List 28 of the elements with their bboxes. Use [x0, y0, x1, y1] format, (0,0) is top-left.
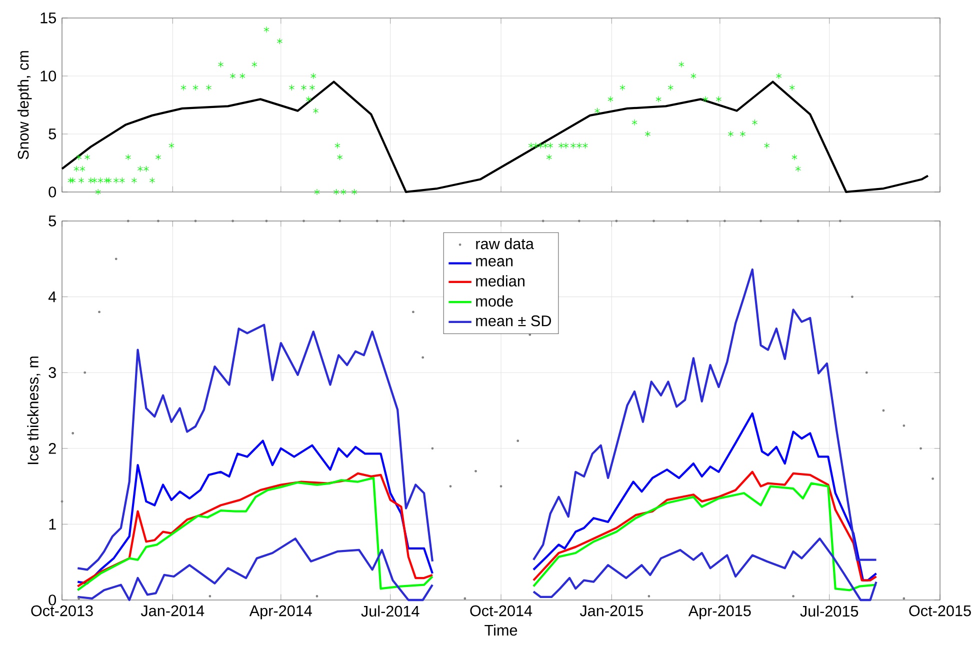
y-axis-title: Ice thickness, m — [27, 356, 40, 464]
x-tick-label: Jul-2014 — [361, 605, 420, 617]
y-tick-label: 2 — [48, 443, 56, 454]
x-tick-label: Oct-2014 — [470, 605, 532, 616]
y-tick-label: 3 — [48, 367, 56, 378]
x-axis-title: Time — [484, 624, 518, 636]
x-tick-label: Jan-2014 — [140, 605, 204, 616]
y-tick-label: 5 — [48, 216, 56, 226]
legend-label: median — [476, 275, 524, 287]
x-tick-label: Jul-2015 — [800, 605, 858, 617]
y-tick-label: 15 — [40, 12, 56, 24]
x-tick-label: Oct-2013 — [31, 605, 93, 616]
legend-label: mode — [476, 295, 513, 307]
x-tick-label: Apr-2014 — [249, 605, 312, 620]
y-tick-label: 10 — [40, 70, 56, 82]
legend-label: mean ± SD — [476, 315, 551, 326]
y-tick-label: 1 — [49, 518, 56, 530]
y-tick-label: 0 — [48, 594, 56, 606]
y-axis-title: Snow depth, cm — [17, 51, 32, 160]
line-series — [60, 80, 930, 194]
x-tick-label: Apr-2015 — [688, 605, 751, 620]
y-tick-label: 0 — [48, 186, 56, 198]
x-tick-label: Oct-2015 — [909, 605, 971, 616]
legend-label: mean — [476, 258, 513, 266]
y-tick-label: 5 — [48, 128, 56, 140]
legend-label: raw data — [476, 238, 534, 250]
x-tick-label: Jan-2015 — [580, 605, 643, 616]
y-tick-label: 4 — [48, 292, 56, 302]
